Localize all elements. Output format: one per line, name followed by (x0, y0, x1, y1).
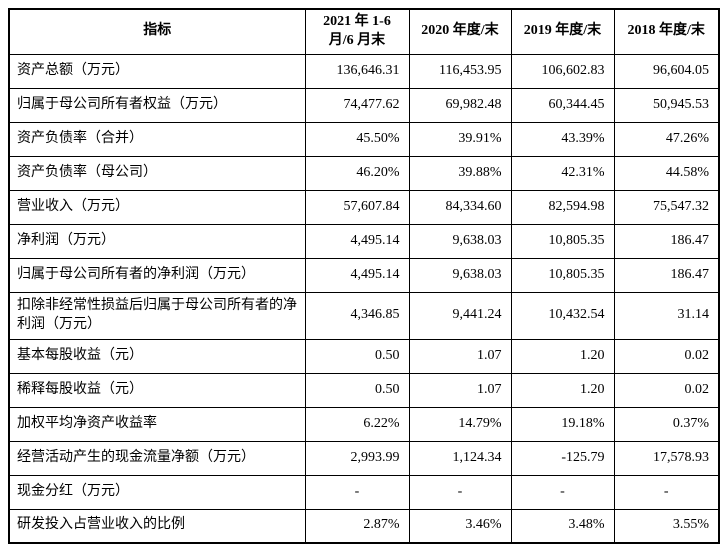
indicator-value: 4,495.14 (304, 257, 410, 293)
table-row: 现金分红（万元） - - - - (8, 474, 720, 510)
indicator-value: 82,594.98 (510, 189, 615, 225)
indicator-value: 1.07 (408, 372, 512, 408)
column-header: 2020 年度/末 (408, 8, 512, 55)
indicator-label: 资产负债率（合并） (8, 121, 306, 157)
indicator-value: 44.58% (613, 155, 720, 191)
indicator-label: 现金分红（万元） (8, 474, 306, 510)
indicator-value: 186.47 (613, 223, 720, 259)
indicator-value: 1.07 (408, 338, 512, 374)
table-row: 资产负债率（合并） 45.50% 39.91% 43.39% 47.26% (8, 121, 720, 157)
indicator-value: 69,982.48 (408, 87, 512, 123)
indicator-value: 9,638.03 (408, 223, 512, 259)
indicator-label: 净利润（万元） (8, 223, 306, 259)
indicator-value: 186.47 (613, 257, 720, 293)
indicator-label: 研发投入占营业收入的比例 (8, 508, 306, 544)
indicator-value: 43.39% (510, 121, 615, 157)
indicator-value: 84,334.60 (408, 189, 512, 225)
table-body: 资产总额（万元） 136,646.31 116,453.95 106,602.83 96… (8, 53, 720, 544)
indicator-value: 10,805.35 (510, 257, 615, 293)
table-row: 资产总额（万元） 136,646.31 116,453.95 106,602.83 96… (8, 53, 720, 89)
table-row: 研发投入占营业收入的比例 2.87% 3.46% 3.48% 3.55% (8, 508, 720, 544)
indicator-value: 47.26% (613, 121, 720, 157)
indicator-value: 6.22% (304, 406, 410, 442)
indicator-value: 9,638.03 (408, 257, 512, 293)
indicator-label: 稀释每股收益（元） (8, 372, 306, 408)
indicator-value: 4,495.14 (304, 223, 410, 259)
indicator-value: 14.79% (408, 406, 512, 442)
table-row: 净利润（万元） 4,495.14 9,638.03 10,805.35 186.47 (8, 223, 720, 259)
indicator-value: - (304, 474, 410, 510)
indicator-label: 扣除非经常性损益后归属于母公司所有者的净利润（万元） (8, 291, 306, 340)
indicator-value: 106,602.83 (510, 53, 615, 89)
indicator-value: 1.20 (510, 372, 615, 408)
indicator-value: 57,607.84 (304, 189, 410, 225)
indicator-value: 0.02 (613, 372, 720, 408)
indicator-value: 31.14 (613, 291, 720, 340)
indicator-value: 2,993.99 (304, 440, 410, 476)
table-row: 归属于母公司所有者的净利润（万元） 4,495.14 9,638.03 10,805.… (8, 257, 720, 293)
table-row: 营业收入（万元） 57,607.84 84,334.60 82,594.98 75,54… (8, 189, 720, 225)
financial-indicators-table: 指标 2021 年 1-6 月/6 月末 2020 年度/末 2019 年度/末 201… (8, 8, 720, 544)
indicator-value: 3.55% (613, 508, 720, 544)
indicator-value: 42.31% (510, 155, 615, 191)
indicator-value: 10,432.54 (510, 291, 615, 340)
indicator-value: 116,453.95 (408, 53, 512, 89)
indicator-value: 96,604.05 (613, 53, 720, 89)
indicator-value: 0.37% (613, 406, 720, 442)
indicator-value: -125.79 (510, 440, 615, 476)
indicator-value: - (510, 474, 615, 510)
column-header: 指标 (8, 8, 306, 55)
column-header: 2021 年 1-6 月/6 月末 (304, 8, 410, 55)
indicator-label: 基本每股收益（元） (8, 338, 306, 374)
indicator-value: - (408, 474, 512, 510)
indicator-value: 45.50% (304, 121, 410, 157)
column-header: 2019 年度/末 (510, 8, 615, 55)
indicator-value: 2.87% (304, 508, 410, 544)
indicator-label: 经营活动产生的现金流量净额（万元） (8, 440, 306, 476)
indicator-value: 1.20 (510, 338, 615, 374)
indicator-value: - (613, 474, 720, 510)
indicator-value: 0.50 (304, 372, 410, 408)
indicator-value: 17,578.93 (613, 440, 720, 476)
indicator-value: 46.20% (304, 155, 410, 191)
indicator-value: 3.48% (510, 508, 615, 544)
indicator-value: 0.02 (613, 338, 720, 374)
indicator-value: 0.50 (304, 338, 410, 374)
indicator-value: 9,441.24 (408, 291, 512, 340)
indicator-label: 归属于母公司所有者的净利润（万元） (8, 257, 306, 293)
indicator-value: 10,805.35 (510, 223, 615, 259)
indicator-label: 资产负债率（母公司） (8, 155, 306, 191)
table-row: 归属于母公司所有者权益（万元） 74,477.62 69,982.48 60,344.… (8, 87, 720, 123)
indicator-value: 3.46% (408, 508, 512, 544)
indicator-label: 资产总额（万元） (8, 53, 306, 89)
indicator-value: 1,124.34 (408, 440, 512, 476)
indicator-value: 136,646.31 (304, 53, 410, 89)
indicator-value: 60,344.45 (510, 87, 615, 123)
table-header-row: 指标 2021 年 1-6 月/6 月末 2020 年度/末 2019 年度/末 201… (8, 8, 720, 55)
indicator-value: 4,346.85 (304, 291, 410, 340)
table-row: 经营活动产生的现金流量净额（万元） 2,993.99 1,124.34 -125.79… (8, 440, 720, 476)
indicator-value: 39.91% (408, 121, 512, 157)
table-row: 基本每股收益（元） 0.50 1.07 1.20 0.02 (8, 338, 720, 374)
indicator-value: 75,547.32 (613, 189, 720, 225)
indicator-value: 74,477.62 (304, 87, 410, 123)
table-row: 稀释每股收益（元） 0.50 1.07 1.20 0.02 (8, 372, 720, 408)
table-row: 加权平均净资产收益率 6.22% 14.79% 19.18% 0.37% (8, 406, 720, 442)
column-header: 2018 年度/末 (613, 8, 720, 55)
table-row: 扣除非经常性损益后归属于母公司所有者的净利润（万元） 4,346.85 9,441.… (8, 291, 720, 340)
indicator-value: 19.18% (510, 406, 615, 442)
table-row: 资产负债率（母公司） 46.20% 39.88% 42.31% 44.58% (8, 155, 720, 191)
indicator-label: 营业收入（万元） (8, 189, 306, 225)
indicator-label: 加权平均净资产收益率 (8, 406, 306, 442)
indicator-label: 归属于母公司所有者权益（万元） (8, 87, 306, 123)
indicator-value: 50,945.53 (613, 87, 720, 123)
indicator-value: 39.88% (408, 155, 512, 191)
